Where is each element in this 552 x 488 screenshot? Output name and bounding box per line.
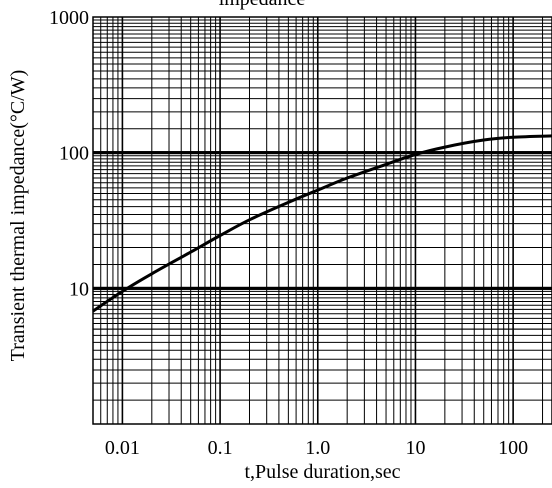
x-tick-label: 10 (405, 437, 425, 459)
x-tick-label: 1.0 (305, 437, 330, 459)
grid (93, 17, 552, 424)
series-line (92, 134, 552, 313)
y-tick-labels: 10 100 1000 (49, 7, 89, 300)
chart-title: impedance (219, 0, 306, 10)
plot-frame (92, 16, 552, 425)
x-axis-title: t,Pulse duration,sec (244, 461, 400, 483)
y-tick-label: 1000 (49, 7, 89, 29)
x-tick-label: 0.01 (105, 437, 140, 459)
x-tick-labels: 0.01 0.1 1.0 10 100 (105, 437, 528, 459)
x-tick-label: 100 (498, 437, 528, 459)
y-tick-label: 10 (69, 278, 89, 300)
y-tick-label: 100 (59, 143, 89, 165)
y-axis-title: Transient thermal impedance(°C/W) (7, 70, 29, 362)
x-tick-label: 0.1 (208, 437, 233, 459)
